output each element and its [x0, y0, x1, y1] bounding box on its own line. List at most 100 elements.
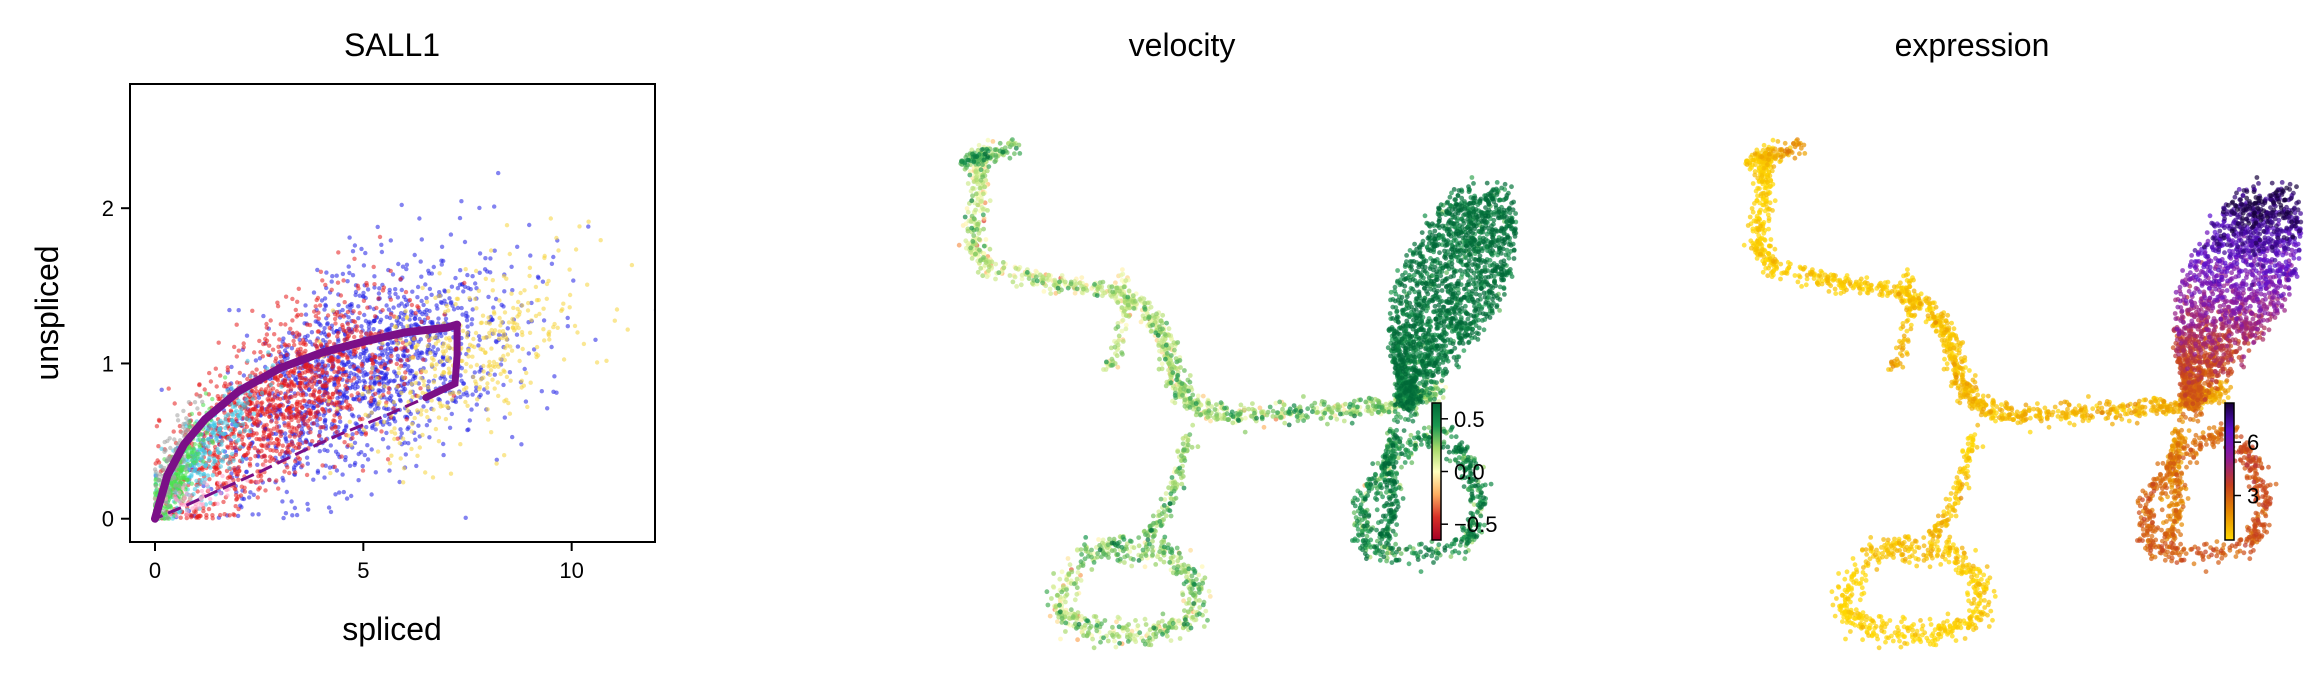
- scatter-point: [313, 304, 318, 309]
- scatter-point: [565, 324, 570, 329]
- scatter-point: [429, 271, 434, 276]
- scatter-point: [288, 409, 294, 414]
- scatter-point: [460, 312, 465, 317]
- scatter-point: [352, 243, 358, 248]
- scatter-point: [294, 330, 300, 335]
- scatter-point: [373, 470, 378, 475]
- scatter-point: [464, 310, 469, 316]
- scatter-point: [437, 397, 442, 403]
- scatter-point: [432, 366, 438, 372]
- scatter-point: [447, 425, 453, 430]
- scatter-point: [502, 357, 507, 363]
- scatter-point: [526, 300, 531, 306]
- scatter-point: [201, 472, 206, 477]
- scatter-point: [488, 368, 494, 373]
- scatter-point: [525, 308, 531, 313]
- embedding-point: [984, 274, 990, 280]
- scatter-point: [289, 368, 294, 374]
- scatter-point: [236, 477, 241, 482]
- scatter-point: [278, 354, 283, 359]
- scatter-point: [469, 343, 475, 349]
- scatter-point: [523, 399, 529, 404]
- scatter-point: [283, 511, 289, 516]
- scatter-point: [222, 431, 227, 437]
- scatter-point: [404, 302, 410, 307]
- scatter-point: [421, 357, 426, 362]
- embedding-point: [980, 207, 986, 212]
- scatter-point: [336, 400, 341, 405]
- scatter-point: [441, 351, 446, 357]
- scatter-point: [317, 433, 322, 439]
- scatter-point: [343, 425, 349, 430]
- embedding-point: [1059, 569, 1065, 575]
- scatter-point: [344, 399, 349, 404]
- scatter-point: [546, 333, 552, 338]
- scatter-point: [227, 466, 232, 471]
- scatter-point: [282, 469, 287, 474]
- embedding-point: [1166, 326, 1172, 332]
- scatter-point: [396, 370, 401, 376]
- scatter-point: [261, 443, 266, 448]
- scatter-point: [409, 302, 415, 308]
- scatter-point: [552, 321, 557, 327]
- x-tick: 0: [149, 542, 161, 583]
- scatter-point: [351, 309, 356, 314]
- scatter-point: [460, 328, 466, 334]
- scatter-point: [342, 362, 347, 368]
- scatter-point: [464, 331, 470, 336]
- scatter-point: [561, 301, 566, 306]
- scatter-point: [208, 496, 213, 502]
- scatter-point: [258, 349, 263, 355]
- scatter-point: [451, 307, 457, 312]
- scatter-point: [418, 386, 423, 391]
- scatter-point: [383, 375, 389, 380]
- scatter-point: [216, 429, 222, 434]
- scatter-point: [349, 412, 355, 417]
- y-axis-label: unspliced: [29, 245, 65, 380]
- embedding-point: [1188, 547, 1193, 553]
- scatter-point: [253, 406, 258, 412]
- scatter-point: [490, 288, 495, 293]
- scatter-point: [459, 366, 464, 371]
- scatter-point: [472, 296, 478, 302]
- embedding-point: [1112, 638, 1117, 644]
- embedding-point: [1010, 279, 1016, 285]
- scatter-point: [341, 278, 346, 283]
- scatter-point: [352, 462, 357, 468]
- scatter-point: [483, 256, 488, 261]
- scatter-point: [323, 303, 329, 309]
- scatter-point: [362, 351, 367, 356]
- scatter-point: [406, 364, 411, 369]
- scatter-point: [386, 379, 392, 384]
- scatter-point: [509, 291, 514, 296]
- scatter-point: [394, 315, 399, 320]
- scatter-point: [399, 301, 404, 306]
- x-tick-label: 0: [149, 558, 161, 583]
- scatter-point: [157, 477, 162, 482]
- embedding-point: [1156, 343, 1162, 348]
- scatter-point: [330, 365, 335, 370]
- scatter-point: [470, 392, 475, 397]
- scatter-point: [271, 410, 277, 416]
- scatter-point: [431, 380, 436, 385]
- scatter-point: [375, 368, 380, 373]
- scatter-point: [266, 405, 271, 411]
- scatter-point: [250, 433, 255, 438]
- scatter-point: [235, 513, 241, 519]
- scatter-point: [162, 439, 167, 445]
- scatter-point: [535, 353, 541, 358]
- scatter-point: [508, 378, 513, 383]
- scatter-point: [408, 411, 413, 417]
- scatter-point: [477, 205, 482, 211]
- scatter-point: [305, 322, 310, 327]
- scatter-point: [279, 429, 284, 434]
- panel-title-sall1: SALL1: [344, 27, 440, 63]
- scatter-point: [185, 420, 190, 425]
- scatter-point: [208, 465, 213, 470]
- embedding-point: [1058, 636, 1063, 642]
- embedding-point: [1062, 279, 1068, 285]
- scatter-point: [218, 491, 223, 496]
- scatter-point: [481, 363, 486, 369]
- scatter-point: [281, 478, 286, 483]
- scatter-point: [473, 268, 479, 274]
